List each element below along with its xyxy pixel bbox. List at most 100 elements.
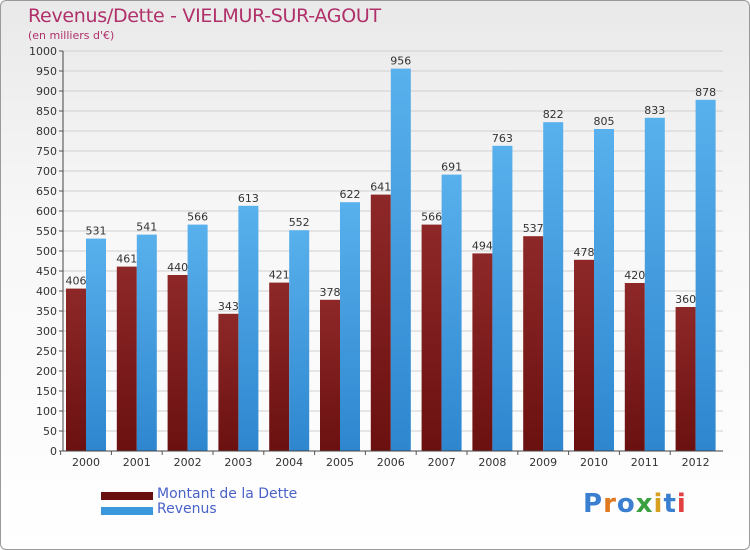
data-label-revenus-2006: 956 [390,55,411,68]
axes [62,51,723,452]
logo-letter: P [583,489,604,519]
bar-dette-2012 [675,307,696,451]
chart-subtitle: (en milliers d'€) [28,29,115,42]
logo-letter: i [653,489,664,519]
data-label-revenus-2000: 531 [86,225,107,238]
x-tick-label-2006: 2006 [377,456,405,469]
bar-dette-2010 [574,259,594,451]
y-tick-label: 50 [43,425,57,438]
data-label-dette-2001: 461 [116,253,137,266]
logo-letter: t [663,489,677,519]
y-tick-label: 750 [36,145,57,158]
logo-letter: r [603,489,617,519]
x-tick-label-2009: 2009 [529,456,557,469]
y-tick-label: 450 [36,265,57,278]
y-tick-label: 900 [36,85,57,98]
bar-dette-2009 [523,236,544,451]
y-tick-label: 850 [36,105,57,118]
data-label-revenus-2007: 691 [441,161,462,174]
data-label-revenus-2012: 878 [695,86,716,99]
y-tick-label: 100 [36,405,57,418]
bar-revenus-2011 [644,117,665,452]
data-label-revenus-2011: 833 [644,104,665,117]
y-tick-label: 500 [36,245,57,258]
bar-dette-2008 [472,253,493,451]
bar-dette-2006 [370,194,391,451]
bar-dette-2001 [116,266,137,451]
x-tick-label-2011: 2011 [631,456,659,469]
data-label-revenus-2010: 805 [594,115,615,128]
x-tick-label-2010: 2010 [580,456,608,469]
legend-label-dette: Montant de la Dette [157,486,298,502]
data-label-dette-2008: 494 [472,239,493,252]
y-tick-label: 600 [36,205,57,218]
bar-revenus-2004 [289,230,310,451]
data-label-dette-2012: 360 [675,293,696,306]
proxiti-logo: Proxiti [583,489,687,519]
bar-dette-2005 [320,299,340,451]
chart-title: Revenus/Dette - VIELMUR-SUR-AGOUT [28,5,381,27]
bars [66,68,716,452]
data-label-revenus-2008: 763 [492,132,513,145]
y-tick-label: 150 [36,385,57,398]
logo-letter: o [616,489,636,519]
bar-revenus-2002 [187,224,208,451]
logo-letter: i [676,489,687,519]
bar-revenus-2005 [340,202,360,451]
y-tick-label: 0 [50,445,57,458]
data-label-dette-2007: 566 [421,211,442,224]
data-label-revenus-2005: 622 [340,188,361,201]
bar-revenus-2001 [136,234,157,451]
data-label-dette-2006: 641 [370,181,391,194]
x-tick-label-2000: 2000 [72,456,100,469]
y-tick-label: 1000 [29,45,57,58]
y-tick-label: 800 [36,125,57,138]
x-tick-label-2001: 2001 [123,456,151,469]
x-tick-label-2012: 2012 [682,456,710,469]
bar-revenus-2009 [543,122,564,451]
x-axis-ticks: 2000 2001 2002 2003 2004 2005 2006 2007 2008 2009… [60,451,710,469]
data-label-revenus-2001: 541 [136,221,157,234]
bar-revenus-2008 [492,145,513,452]
bar-dette-2002 [167,275,188,451]
legend-label-revenus: Revenus [157,501,217,517]
legend-swatch-dette [101,492,153,500]
y-tick-label: 650 [36,185,57,198]
y-axis-ticks: 0 50 100 150 200 250 300 350 400 450 500 550 600 650 7… [29,45,63,458]
x-tick-label-2007: 2007 [428,456,456,469]
data-label-revenus-2002: 566 [187,211,208,224]
x-tick-label-2005: 2005 [326,456,354,469]
bar-dette-2004 [269,282,290,451]
bar-dette-2003 [218,313,239,451]
legend-swatch-revenus [101,507,153,515]
y-tick-label: 250 [36,345,57,358]
logo-letter: x [635,489,654,519]
y-tick-label: 950 [36,65,57,78]
bar-revenus-2006 [390,68,411,451]
data-labels: 406 531 461 541 440 566 343 613 421 552 378 622 641 9… [66,55,717,313]
data-label-dette-2010: 478 [574,246,595,259]
data-label-dette-2000: 406 [66,275,87,288]
data-label-dette-2009: 537 [523,222,544,235]
data-label-dette-2004: 421 [269,269,290,282]
bar-revenus-2007 [441,174,462,451]
bar-dette-2000 [66,288,86,451]
x-tick-label-2002: 2002 [174,456,202,469]
data-label-revenus-2009: 822 [543,108,564,121]
bar-dette-2011 [624,283,645,451]
y-tick-label: 550 [36,225,57,238]
data-label-dette-2005: 378 [320,286,341,299]
data-label-dette-2003: 343 [218,300,239,313]
x-tick-label-2004: 2004 [275,456,303,469]
y-tick-label: 300 [36,325,57,338]
bar-revenus-2012 [695,99,716,452]
bar-dette-2007 [421,224,442,451]
y-tick-label: 400 [36,285,57,298]
y-tick-label: 200 [36,365,57,378]
data-label-dette-2011: 420 [624,269,645,282]
bar-revenus-2000 [86,238,106,451]
data-label-revenus-2003: 613 [238,192,259,205]
y-tick-label: 350 [36,305,57,318]
